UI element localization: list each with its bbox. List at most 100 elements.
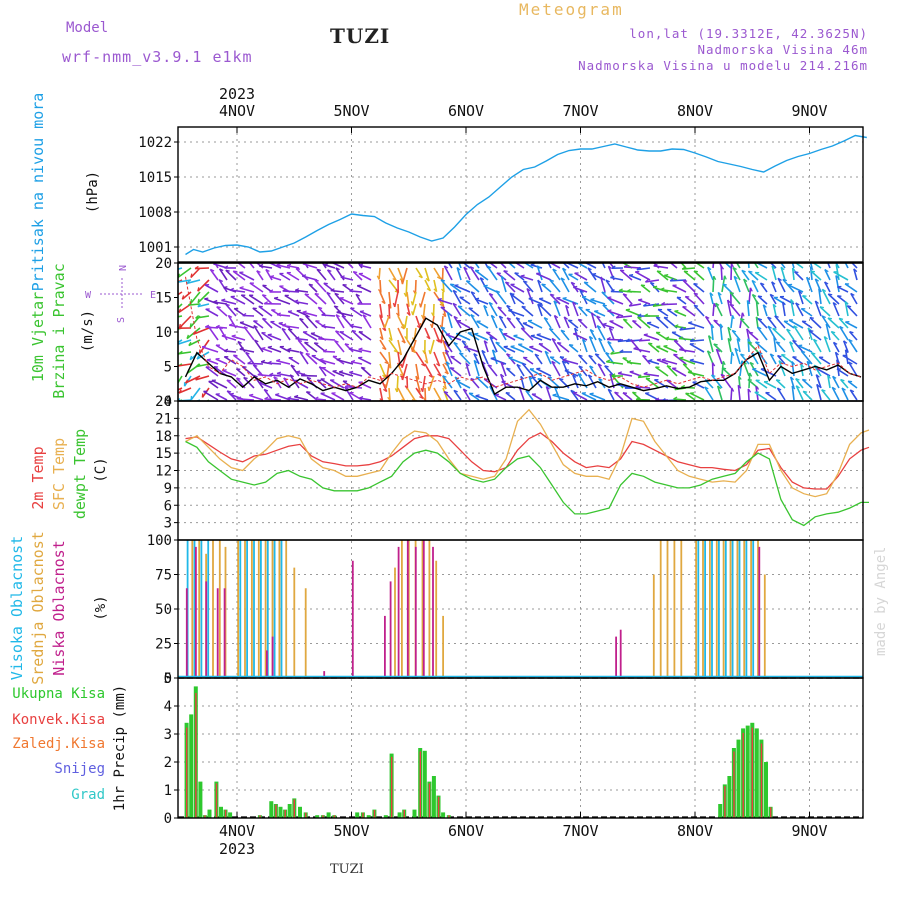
wind-barb	[523, 263, 534, 269]
wind-barb	[514, 263, 525, 269]
wind-barb-head	[361, 366, 366, 369]
wind-barb	[470, 314, 480, 329]
wind-barb	[248, 294, 264, 305]
precip-bar	[441, 812, 446, 818]
wind-barb	[730, 263, 733, 281]
wind-barb	[443, 265, 453, 281]
wind-barb-head	[549, 327, 554, 331]
wind-barb-head	[818, 288, 822, 293]
wind-barb-head	[242, 366, 247, 368]
cloud-low-label: Niska Oblacnost	[50, 540, 68, 675]
wind-barb	[572, 391, 588, 401]
wind-barb	[203, 390, 219, 401]
wind-barb	[841, 387, 849, 401]
wind-barb-head	[629, 370, 634, 373]
wind-barb	[721, 367, 732, 377]
wind-barb	[473, 333, 489, 341]
wind-barb	[570, 389, 579, 401]
wind-barb-head	[446, 361, 451, 365]
wind-barb-head	[211, 257, 215, 259]
wind-barb	[837, 286, 849, 293]
wind-barb-head	[626, 288, 631, 292]
wind-barb-head	[545, 386, 550, 390]
wind-barb	[633, 347, 651, 353]
precip-conv-bar	[322, 815, 324, 818]
wind-barb	[297, 339, 309, 353]
wind-barb-head	[505, 281, 510, 284]
wind-barb	[345, 385, 363, 389]
wind-barb-head	[265, 268, 270, 272]
wind-barb-head	[357, 301, 362, 305]
wind-barb	[424, 387, 427, 401]
wind-barb	[769, 293, 777, 305]
wind-barb	[596, 325, 606, 341]
wind-barb-head	[393, 350, 398, 353]
wind-barb	[288, 356, 300, 365]
wind-barb	[602, 323, 615, 329]
wind-barb	[572, 374, 579, 389]
wind-barb-head	[239, 321, 244, 324]
wind-barb-head	[304, 341, 309, 344]
wind-barb-head	[376, 275, 380, 280]
cloud-mid-label: Srednja Oblacnost	[29, 531, 47, 685]
wind-barb-head	[406, 312, 411, 316]
wind-barb-head	[510, 345, 515, 348]
wind-barb	[792, 339, 804, 353]
wind-barb-head	[521, 305, 526, 308]
wind-barb	[832, 341, 840, 353]
wind-barb	[498, 327, 507, 341]
wind-barb-head	[471, 291, 476, 295]
wind-barb-head	[383, 388, 388, 393]
wind-barb-head	[418, 303, 422, 308]
wind-barb	[197, 303, 210, 308]
wind-barb	[463, 346, 480, 353]
wind-barb	[850, 292, 858, 305]
wind-barb-head	[562, 296, 567, 300]
wind-barb-head	[806, 276, 811, 281]
wind-barb-head	[731, 329, 737, 333]
wind-barb	[449, 367, 462, 377]
wind-barb-head	[525, 390, 530, 393]
wind-barb	[548, 327, 561, 341]
wind-barb-head	[195, 376, 199, 381]
wind-barb-head	[286, 263, 292, 267]
precip-bar	[422, 750, 427, 818]
wind-barb	[790, 299, 795, 317]
wind-barb	[336, 358, 354, 365]
wind-barb	[791, 267, 795, 281]
wind-barb-head	[420, 387, 424, 393]
wind-barb-head	[304, 293, 309, 296]
wind-barb	[754, 341, 768, 353]
wind-barb	[549, 263, 561, 269]
temp-tick-label: 15	[155, 446, 172, 462]
wind-barb-head	[607, 340, 612, 344]
wind-barb-head	[306, 376, 312, 380]
wind-barb	[682, 279, 696, 293]
wind-barb-head	[588, 354, 593, 358]
wind-barb-head	[324, 263, 329, 266]
wind-barb-head	[819, 306, 825, 309]
wind-barb-head	[421, 363, 426, 367]
wind-barb	[765, 391, 777, 401]
wind-barb-head	[237, 340, 242, 344]
wind-barb	[758, 351, 768, 365]
wind-barb	[335, 314, 345, 329]
precip-conv-bar	[204, 815, 206, 818]
wind-barb	[204, 284, 219, 293]
wind-barb	[344, 343, 354, 353]
wind-barb	[623, 266, 642, 269]
wind-barb-head	[267, 360, 272, 364]
wind-barb-head	[602, 322, 607, 326]
wind-barb-head	[777, 257, 781, 259]
wind-barb-head	[349, 370, 354, 374]
wind-barb-head	[713, 343, 718, 346]
wind-barb	[587, 374, 597, 389]
wind-barb	[827, 375, 831, 389]
wind-barb	[593, 310, 606, 317]
wind-barb	[641, 354, 651, 365]
wind-barb-head	[489, 292, 494, 296]
wind-barb	[503, 270, 516, 281]
wind-barb	[178, 315, 183, 318]
wind-barb	[178, 387, 183, 391]
wind-barb-head	[534, 353, 540, 357]
